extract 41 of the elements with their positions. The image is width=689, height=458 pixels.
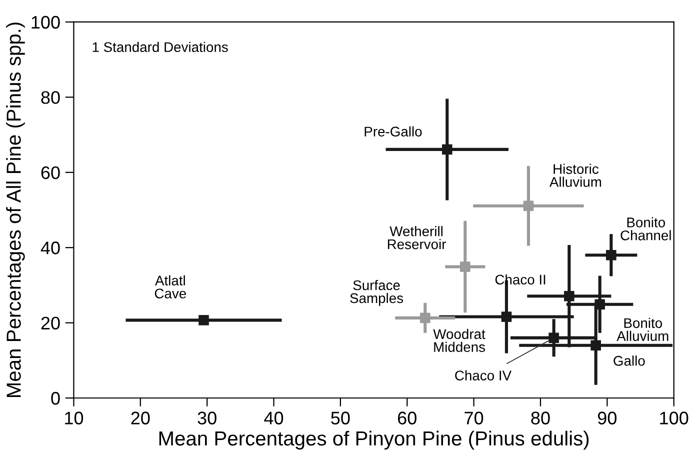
point [501, 312, 512, 322]
annotation: Surface Samples [350, 280, 404, 306]
x-tick-label: 50 [331, 412, 350, 424]
y-tick-label: 20 [41, 316, 60, 330]
x-tick-label: 60 [398, 412, 416, 424]
annotation: 1 Standard Deviations [92, 42, 228, 52]
point [420, 312, 430, 324]
x-tick-label: 30 [198, 412, 216, 424]
x-tick-label: 80 [531, 412, 550, 424]
y-tick-label: 60 [41, 166, 60, 180]
annotation: Atlatl Cave [154, 275, 186, 298]
x-axis-title: Mean Percentages of Pinyon Pine (Pinus edulis) [159, 430, 589, 450]
y-tick-label: 80 [41, 91, 60, 104]
x-tick-label: 40 [264, 412, 284, 424]
point [606, 250, 616, 260]
annotation: Chaco IV [455, 370, 512, 380]
x-tick-label: 70 [464, 412, 484, 424]
x-tick-label: 90 [598, 412, 616, 424]
point [594, 299, 605, 310]
point [523, 200, 534, 212]
point [590, 340, 601, 351]
point [198, 315, 209, 326]
annotation: Wetherill Reservoir [388, 226, 446, 250]
annotation: Historic Alluvium [549, 164, 602, 187]
point [548, 332, 559, 343]
y-tick-label: 40 [40, 242, 60, 254]
point [460, 262, 470, 272]
point [564, 290, 574, 302]
x-tick-label: 20 [131, 412, 150, 424]
annotation: Gallo [614, 356, 645, 366]
y-tick-label: 100 [32, 16, 60, 29]
annotation: Pre-Gallo [364, 126, 422, 137]
x-tick-label: 100 [660, 412, 688, 424]
annotation: Woodrat Middens [433, 328, 486, 352]
annotation: Chaco II [495, 274, 546, 285]
x-tick-label: 10 [65, 412, 84, 424]
y-axis-title: Mean Percentages of All Pine (Pinus spp.) [6, 22, 25, 397]
annotation: Bonito Channel [620, 217, 671, 240]
annotation: Bonito Alluvium [616, 318, 668, 341]
point [442, 144, 452, 155]
y-tick-label: 0 [51, 392, 60, 405]
